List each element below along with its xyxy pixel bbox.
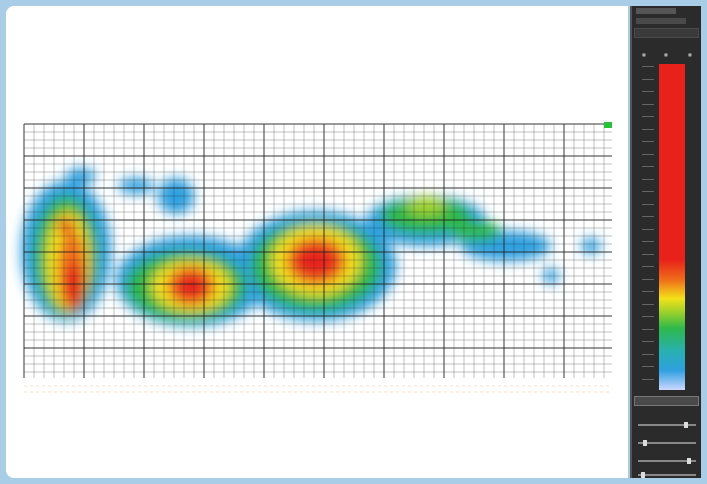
scale-tick (642, 266, 654, 267)
blob-blue-top2 (118, 178, 154, 194)
scale-tick (642, 366, 654, 367)
panel-label (636, 18, 686, 24)
heatmap (21, 122, 612, 393)
scale-tick (642, 191, 654, 192)
measurement-grid (23, 123, 612, 393)
slider-2-knob[interactable] (643, 440, 648, 446)
scale-tick (642, 116, 654, 117)
scale-tick (642, 241, 654, 242)
panel-dropdown[interactable] (634, 28, 699, 38)
scale-tick (642, 128, 654, 130)
column-head-1: ■ (642, 52, 646, 57)
blob-lime-right (406, 196, 446, 216)
scale-tick (642, 103, 654, 105)
blob-blue-top (66, 168, 96, 184)
scale-tick (642, 91, 654, 92)
blob-green-far (451, 221, 501, 241)
scale-tick (642, 378, 654, 380)
slider-4[interactable] (638, 472, 696, 478)
pressure-blobs (21, 168, 601, 326)
blob-blue-dot (581, 238, 601, 254)
corner-marker (604, 122, 612, 128)
column-head-2: ■ (664, 52, 668, 57)
scale-tick (642, 341, 654, 342)
slider-3-knob[interactable] (686, 458, 691, 464)
scale-tick (642, 216, 654, 217)
blob-red-center (175, 273, 207, 299)
scale-tick (642, 253, 654, 255)
column-head-3: ■ (688, 52, 692, 57)
scale-tick (642, 303, 654, 305)
slider-4-knob[interactable] (640, 472, 645, 478)
slider-1-knob[interactable] (683, 422, 688, 428)
scale-tick (642, 141, 654, 142)
blob-layer (21, 168, 601, 326)
blob-red-main (294, 245, 338, 277)
scale-tick (642, 316, 654, 317)
scale-tick (642, 78, 654, 80)
scale-tick (642, 203, 654, 205)
scale-tick (642, 66, 654, 67)
scale-tick (642, 178, 654, 180)
scale-tick (642, 328, 654, 330)
scale-tick (642, 166, 654, 167)
slider-3[interactable] (638, 458, 696, 464)
scale-tick (642, 291, 654, 292)
scale-tick (642, 228, 654, 230)
color-scale-bar (659, 64, 685, 390)
scale-tick (642, 153, 654, 155)
slider-1[interactable] (638, 422, 696, 428)
pressure-map-canvas[interactable] (6, 6, 628, 478)
scale-tick (642, 278, 654, 280)
apply-button[interactable] (634, 396, 699, 406)
scale-tick (642, 353, 654, 355)
scale-side-panel: ■ ■ ■ (630, 6, 701, 478)
slider-2[interactable] (638, 440, 696, 446)
panel-header (636, 8, 676, 14)
blob-red-left-top (58, 218, 74, 234)
